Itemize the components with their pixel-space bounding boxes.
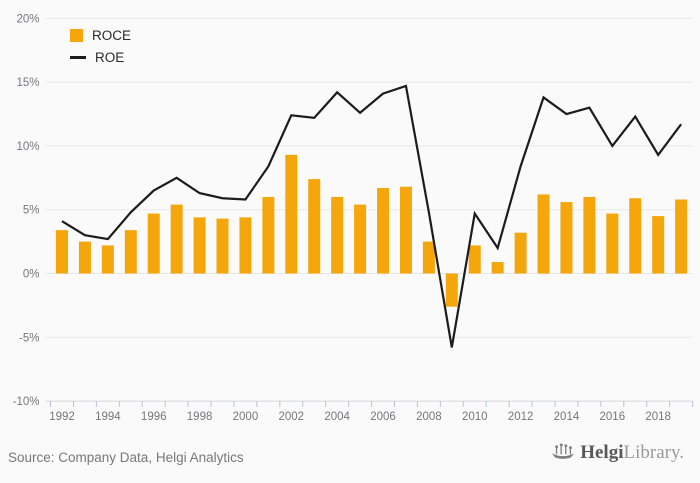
helgi-library-logo: HelgiLibrary. (551, 442, 684, 462)
roce-bar (101, 245, 114, 274)
roce-bar (124, 230, 137, 274)
x-axis-label: 2006 (370, 411, 396, 423)
x-axis-label: 2010 (462, 411, 488, 423)
roce-bar (262, 196, 275, 274)
y-axis-label: 5% (23, 205, 40, 217)
legend-label-roce: ROCE (92, 27, 132, 43)
x-axis-label: 1998 (187, 411, 213, 423)
roce-bar (78, 241, 91, 274)
roce-bar (652, 216, 665, 274)
x-axis-label: 1992 (49, 411, 75, 423)
legend-item-roce: ROCE (70, 28, 131, 43)
x-axis-label: 1994 (95, 411, 121, 423)
roce-bar (583, 196, 596, 274)
x-axis-label: 2002 (279, 411, 305, 423)
x-axis-label: 2004 (324, 411, 350, 423)
y-axis-label: 20% (16, 13, 39, 25)
roce-bar (422, 241, 435, 274)
source-text: Source: Company Data, Helgi Analytics (8, 450, 244, 465)
logo-text-library: Library. (623, 442, 685, 463)
y-axis-label: 15% (16, 77, 39, 89)
logo-text-helgi: Helgi (580, 442, 624, 463)
roce-bar (354, 204, 367, 274)
x-axis-label: 1996 (141, 411, 167, 423)
legend-item-roe: ROE (70, 50, 131, 65)
logo-text: HelgiLibrary. (580, 443, 684, 462)
roce-roe-chart: 20% 15% 10% 5% 0% -5% -10% 1992 1994 1996 1998 2000… (13, 13, 694, 423)
roce-bar (491, 262, 504, 274)
x-axis-label: 2014 (554, 411, 580, 423)
roce-bar (399, 186, 412, 274)
roce-bar (170, 204, 183, 274)
roce-bar (514, 232, 527, 274)
roce-bar (285, 154, 298, 274)
x-axis-label: 2018 (645, 411, 671, 423)
roce-bar (468, 245, 481, 274)
x-axis-label: 2012 (508, 411, 534, 423)
y-axis-label: 0% (23, 269, 40, 281)
roce-bar (537, 194, 550, 274)
roce-bar (147, 213, 160, 274)
roce-bar (308, 179, 321, 274)
roce-bar (606, 213, 619, 274)
roce-bar (377, 188, 390, 274)
roce-bar (675, 199, 688, 274)
roce-bar (56, 230, 68, 274)
legend-label-roe: ROE (95, 49, 125, 65)
roce-bar (331, 196, 344, 274)
x-axis-label: 2000 (233, 411, 259, 423)
roce-bar (445, 273, 458, 307)
roce-bar (193, 217, 206, 274)
y-axis-label: -5% (19, 332, 39, 344)
y-axis-label: -10% (13, 396, 40, 408)
x-axis-label: 2016 (600, 411, 626, 423)
roe-swatch (70, 56, 86, 59)
roce-swatch (70, 29, 83, 42)
roce-bar (239, 217, 252, 274)
y-axis-label: 10% (16, 141, 39, 153)
x-axis-label: 2008 (416, 411, 442, 423)
roe-line (61, 84, 682, 348)
roce-bar (560, 202, 573, 274)
roce-bar (629, 198, 642, 274)
chart-legend: ROCE ROE (70, 28, 131, 65)
roce-bar (216, 218, 229, 274)
ship-icon (552, 443, 575, 459)
